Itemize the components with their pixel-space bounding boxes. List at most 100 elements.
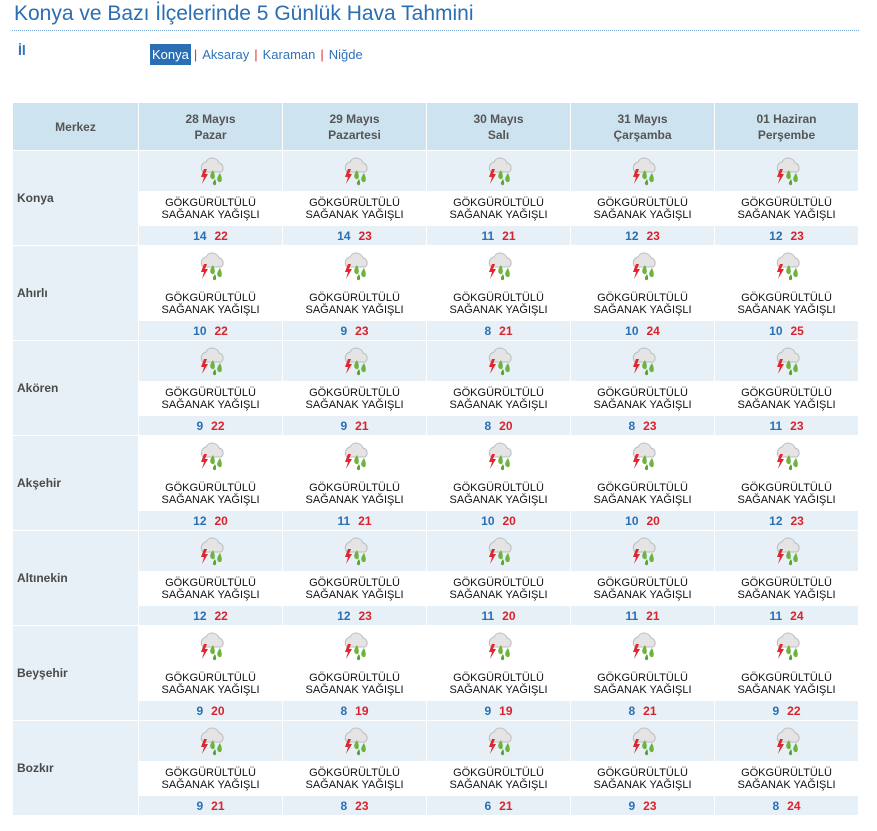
condition-cell: GÖKGÜRÜLTÜLÜ SAĞANAK YAĞIŞLI (426, 571, 571, 606)
condition-cell: GÖKGÜRÜLTÜLÜ SAĞANAK YAĞIŞLI (138, 476, 283, 511)
max-temp: 23 (358, 228, 372, 243)
condition-line-1: GÖKGÜRÜLTÜLÜ (597, 386, 688, 399)
weather-icon-cell (282, 340, 427, 382)
thunderstorm-rain-icon (571, 155, 714, 189)
condition-cell: GÖKGÜRÜLTÜLÜ SAĞANAK YAĞIŞLI (282, 761, 427, 796)
condition-cell: GÖKGÜRÜLTÜLÜ SAĞANAK YAĞIŞLI (426, 666, 571, 701)
tab-province-2[interactable]: Karaman (262, 47, 316, 62)
temperature-cell: 8 24 (714, 795, 859, 816)
condition-cell: GÖKGÜRÜLTÜLÜ SAĞANAK YAĞIŞLI (426, 761, 571, 796)
min-temp: 10 (481, 513, 495, 528)
condition-line-2: SAĞANAK YAĞIŞLI (593, 398, 692, 411)
temperature-cell: 8 23 (570, 415, 715, 436)
condition-line-1: GÖKGÜRÜLTÜLÜ (309, 481, 400, 494)
min-temp: 9 (772, 703, 780, 718)
weather-icon-cell (138, 625, 283, 667)
location-name: Bozkır (12, 720, 139, 816)
tab-province-3[interactable]: Niğde (328, 47, 363, 62)
weather-icon-cell (570, 245, 715, 287)
thunderstorm-rain-icon (283, 250, 426, 284)
weather-icon-cell (426, 245, 571, 287)
condition-line-1: GÖKGÜRÜLTÜLÜ (165, 196, 256, 209)
day-date: 28 Mayıs (185, 111, 236, 126)
condition-line-2: SAĞANAK YAĞIŞLI (161, 303, 260, 316)
condition-cell: GÖKGÜRÜLTÜLÜ SAĞANAK YAĞIŞLI (714, 191, 859, 226)
condition-line-2: SAĞANAK YAĞIŞLI (305, 303, 404, 316)
min-temp: 8 (628, 703, 636, 718)
condition-line-2: SAĞANAK YAĞIŞLI (737, 588, 836, 601)
tab-separator: | (254, 47, 258, 62)
thunderstorm-rain-icon (571, 725, 714, 759)
table-row: 12 20 11 21 10 20 10 20 12 23 (13, 510, 859, 531)
condition-line-1: GÖKGÜRÜLTÜLÜ (741, 291, 832, 304)
min-temp: 8 (340, 798, 348, 813)
temperature-cell: 6 21 (426, 795, 571, 816)
day-name: Çarşamba (613, 127, 672, 142)
condition-line-2: SAĞANAK YAĞIŞLI (449, 303, 548, 316)
max-temp: 19 (355, 703, 369, 718)
condition-line-1: GÖKGÜRÜLTÜLÜ (741, 481, 832, 494)
condition-line-1: GÖKGÜRÜLTÜLÜ (453, 766, 544, 779)
temperature-cell: 12 23 (282, 605, 427, 626)
day-header: 31 Mayıs Çarşamba (570, 102, 715, 151)
min-temp: 12 (625, 228, 639, 243)
max-temp: 23 (355, 323, 369, 338)
temperature-cell: 9 22 (138, 415, 283, 436)
condition-cell: GÖKGÜRÜLTÜLÜ SAĞANAK YAĞIŞLI (138, 381, 283, 416)
condition-line-1: GÖKGÜRÜLTÜLÜ (741, 196, 832, 209)
condition-cell: GÖKGÜRÜLTÜLÜ SAĞANAK YAĞIŞLI (714, 571, 859, 606)
weather-icon-cell (714, 625, 859, 667)
condition-line-1: GÖKGÜRÜLTÜLÜ (165, 766, 256, 779)
temperature-cell: 10 22 (138, 320, 283, 341)
max-temp: 20 (211, 703, 225, 718)
condition-line-1: GÖKGÜRÜLTÜLÜ (741, 671, 832, 684)
min-temp: 9 (484, 703, 492, 718)
tab-province-1[interactable]: Aksaray (202, 47, 250, 62)
condition-line-2: SAĞANAK YAĞIŞLI (737, 398, 836, 411)
condition-line-2: SAĞANAK YAĞIŞLI (593, 493, 692, 506)
max-temp: 23 (790, 513, 804, 528)
condition-cell: GÖKGÜRÜLTÜLÜ SAĞANAK YAĞIŞLI (138, 761, 283, 796)
tab-province-0[interactable]: Konya (150, 44, 191, 65)
thunderstorm-rain-icon (283, 345, 426, 379)
condition-cell: GÖKGÜRÜLTÜLÜ SAĞANAK YAĞIŞLI (138, 571, 283, 606)
condition-cell: GÖKGÜRÜLTÜLÜ SAĞANAK YAĞIŞLI (570, 286, 715, 321)
table-row: GÖKGÜRÜLTÜLÜ SAĞANAK YAĞIŞLI GÖKGÜRÜLTÜLÜ S… (13, 761, 859, 796)
temperature-cell: 10 24 (570, 320, 715, 341)
weather-icon-cell (426, 340, 571, 382)
max-temp: 23 (790, 228, 804, 243)
max-temp: 22 (214, 228, 228, 243)
condition-line-2: SAĞANAK YAĞIŞLI (161, 398, 260, 411)
min-temp: 8 (484, 323, 492, 338)
day-header: 01 Haziran Perşembe (714, 102, 859, 151)
weather-icon-cell (570, 530, 715, 572)
condition-cell: GÖKGÜRÜLTÜLÜ SAĞANAK YAĞIŞLI (570, 381, 715, 416)
table-row: Konya (12, 150, 859, 246)
forecast-table: Merkez 28 Mayıs Pazar 29 Mayıs Pazartesi 30 … (12, 102, 859, 816)
condition-line-2: SAĞANAK YAĞIŞLI (449, 778, 548, 791)
condition-cell: GÖKGÜRÜLTÜLÜ SAĞANAK YAĞIŞLI (570, 666, 715, 701)
weather-icon-cell (426, 530, 571, 572)
thunderstorm-rain-icon (571, 630, 714, 664)
temperature-cell: 9 19 (426, 700, 571, 721)
min-temp: 10 (193, 323, 207, 338)
condition-line-2: SAĞANAK YAĞIŞLI (305, 778, 404, 791)
table-row: GÖKGÜRÜLTÜLÜ SAĞANAK YAĞIŞLI GÖKGÜRÜLTÜLÜ S… (13, 666, 859, 701)
weather-icon-cell (138, 435, 283, 477)
condition-line-1: GÖKGÜRÜLTÜLÜ (165, 671, 256, 684)
temperature-cell: 11 21 (570, 605, 715, 626)
day-header: 28 Mayıs Pazar (138, 102, 283, 151)
condition-cell: GÖKGÜRÜLTÜLÜ SAĞANAK YAĞIŞLI (282, 476, 427, 511)
condition-line-1: GÖKGÜRÜLTÜLÜ (453, 291, 544, 304)
max-temp: 24 (787, 798, 801, 813)
max-temp: 22 (787, 703, 801, 718)
condition-line-1: GÖKGÜRÜLTÜLÜ (309, 196, 400, 209)
condition-line-1: GÖKGÜRÜLTÜLÜ (597, 671, 688, 684)
day-name: Perşembe (757, 127, 816, 142)
weather-icon-cell (714, 435, 859, 477)
temperature-cell: 12 23 (714, 510, 859, 531)
temperature-cell: 8 21 (426, 320, 571, 341)
location-name: Konya (12, 150, 139, 246)
weather-icon-cell (570, 720, 715, 762)
min-temp: 11 (769, 418, 783, 433)
